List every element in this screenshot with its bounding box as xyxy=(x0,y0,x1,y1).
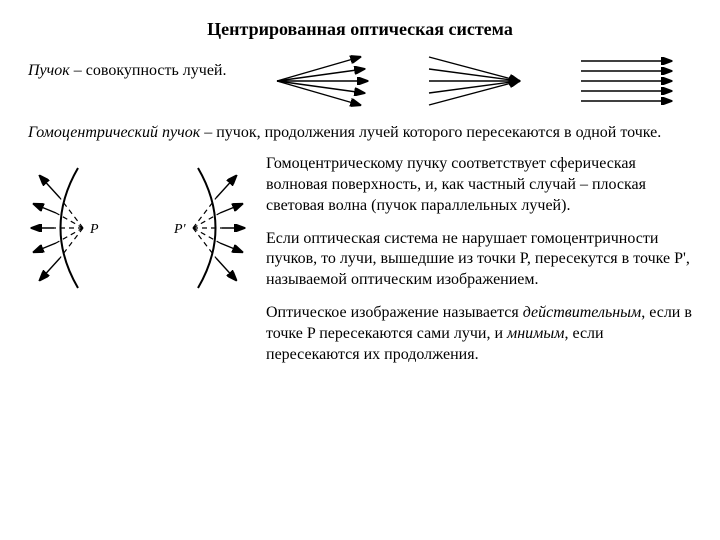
term-real: действительным xyxy=(523,304,642,321)
para3-a: Оптическое изображение называется xyxy=(266,304,523,321)
paragraph-3: Оптическое изображение называется действ… xyxy=(266,303,692,365)
content-row: P P' Гомоцентрическому пучку соответству… xyxy=(28,154,692,377)
definition-row-1: Пучок – совокупность лучей. xyxy=(28,51,692,111)
wavefront-diagram-icon: P P' xyxy=(28,158,248,298)
page-title: Центрированная оптическая система xyxy=(28,18,692,41)
paragraphs: Гомоцентрическому пучку соответствует сф… xyxy=(266,154,692,377)
diverging-rays-icon xyxy=(272,51,372,111)
paragraph-1: Гомоцентрическому пучку соответствует сф… xyxy=(266,154,692,216)
term-homocentric: Гомоцентрический пучок xyxy=(28,124,200,141)
wavefront-figure: P P' xyxy=(28,154,248,305)
definition-2: Гомоцентрический пучок – пучок, продолже… xyxy=(28,123,692,144)
label-p-prime: P' xyxy=(173,222,187,237)
def2-rest: – пучок, продолжения лучей которого пере… xyxy=(200,124,661,141)
label-p: P xyxy=(89,222,99,237)
term-virtual: мнимым xyxy=(507,325,564,342)
page: Центрированная оптическая система Пучок … xyxy=(0,0,720,395)
parallel-rays-icon xyxy=(576,51,676,111)
converging-rays-icon xyxy=(424,51,524,111)
definition-1: Пучок – совокупность лучей. xyxy=(28,51,226,82)
ray-diagrams xyxy=(226,51,692,111)
def1-rest: – совокупность лучей. xyxy=(70,62,227,79)
term-puchok: Пучок xyxy=(28,62,70,79)
paragraph-2: Если оптическая система не нарушает гомо… xyxy=(266,229,692,291)
